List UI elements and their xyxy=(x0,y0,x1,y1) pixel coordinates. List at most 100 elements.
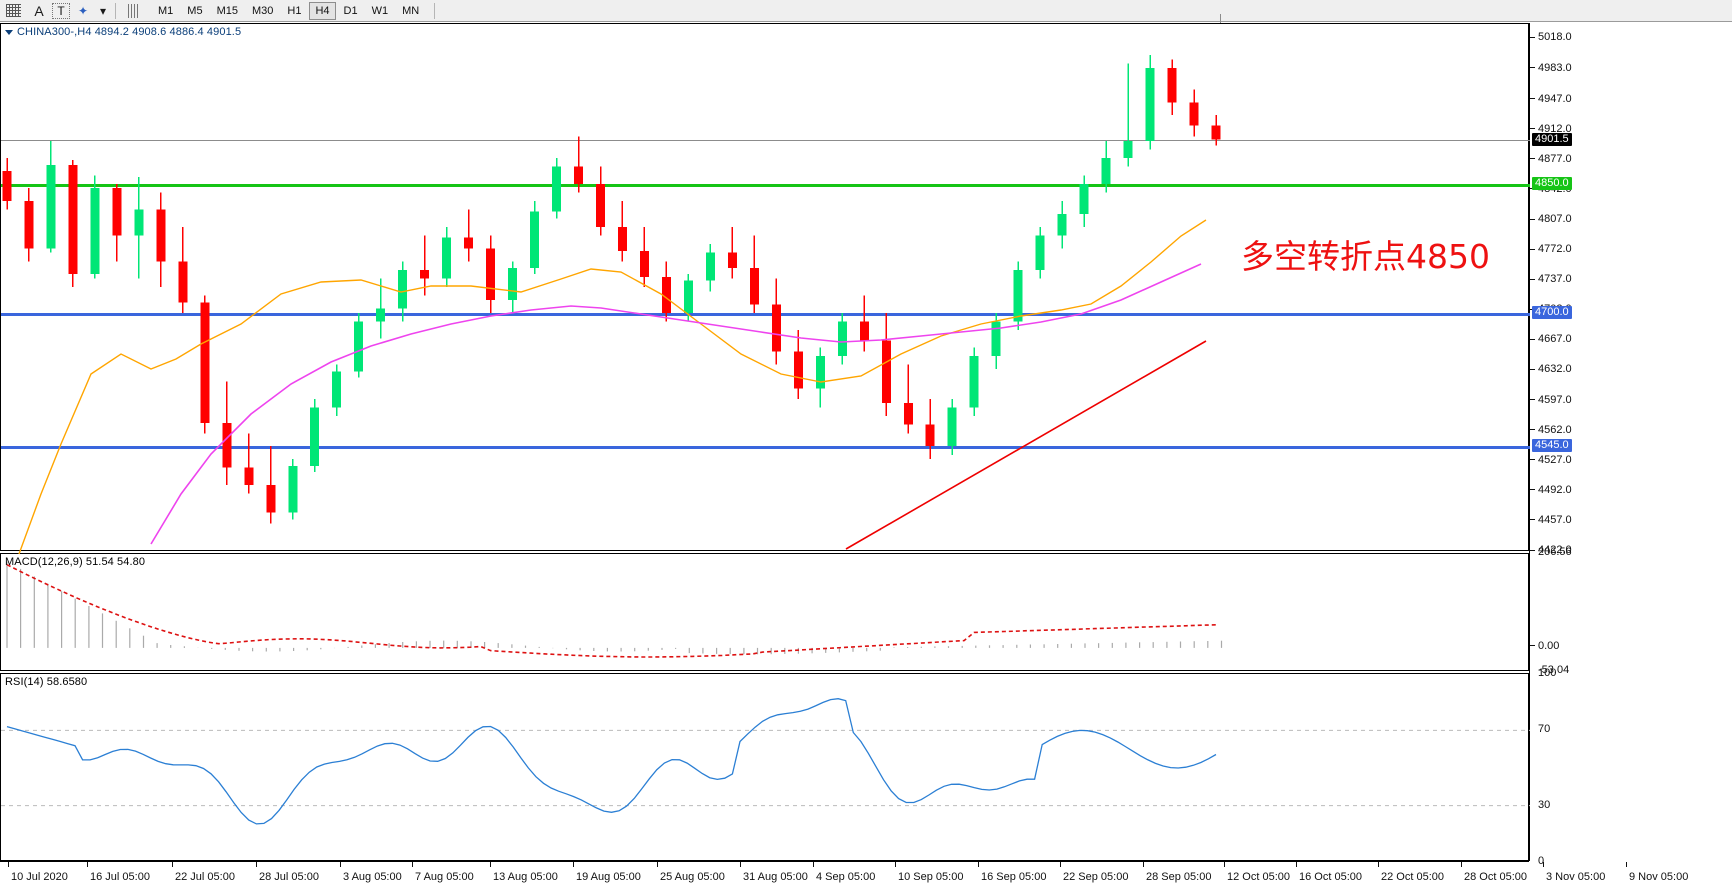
timeframe-button-mn[interactable]: MN xyxy=(402,4,420,17)
timeframe-button-m15[interactable]: M15 xyxy=(216,4,238,17)
candle-body xyxy=(837,321,847,356)
timeframe-button-w1[interactable]: W1 xyxy=(371,4,389,17)
candle-body xyxy=(771,304,781,352)
rsi-series-layer xyxy=(1,698,1530,825)
macd-tick-206.56: 206.56 xyxy=(1538,546,1572,558)
main-toolbar: A T ✦ ▾ M1 M5 M15 M30 H1 H4 D1 W1 MN xyxy=(0,0,1732,22)
candle-body xyxy=(705,252,715,281)
text-tool-icon[interactable]: A xyxy=(34,2,44,19)
macd-indicator-pane[interactable]: MACD(12,26,9) 51.54 54.80 xyxy=(0,553,1529,671)
time-label: 7 Aug 05:00 xyxy=(415,871,474,883)
level-line-4901.5[interactable] xyxy=(1,139,1530,141)
macd-label: MACD(12,26,9) 51.54 54.80 xyxy=(5,556,146,568)
candle-body xyxy=(464,237,474,249)
timeframe-button-h4[interactable]: H4 xyxy=(309,1,336,20)
time-label: 22 Jul 05:00 xyxy=(175,871,235,883)
timeframe-button-h1[interactable]: H1 xyxy=(287,4,302,17)
candle-body xyxy=(156,209,166,262)
objects-icon[interactable]: ✦ xyxy=(77,3,89,18)
time-label: 31 Aug 05:00 xyxy=(743,871,808,883)
candle-body xyxy=(266,484,276,513)
candle-body xyxy=(288,466,298,513)
time-label: 22 Sep 05:00 xyxy=(1063,871,1129,883)
candle-body xyxy=(134,209,144,236)
macd-series-layer xyxy=(6,561,1223,658)
level-line-4545[interactable] xyxy=(1,446,1530,450)
time-label: 16 Jul 05:00 xyxy=(90,871,150,883)
toolbar-divider xyxy=(115,2,116,19)
candle-body xyxy=(530,211,540,269)
price-tick-4632: 4632.0 xyxy=(1530,363,1572,375)
macd-tick--53.04: -53.04 xyxy=(1538,664,1570,676)
timeframe-button-m5[interactable]: M5 xyxy=(187,4,203,17)
candle-body xyxy=(639,251,649,277)
time-label: 4 Sep 05:00 xyxy=(816,871,876,883)
timeframe-button-m30[interactable]: M30 xyxy=(251,4,274,17)
candle-body xyxy=(222,423,232,468)
level-line-4700[interactable] xyxy=(1,312,1530,316)
candle-body xyxy=(661,276,671,313)
price-tag-4850-0: 4850.0 xyxy=(1532,176,1572,190)
candle-body xyxy=(969,355,979,408)
rsi-indicator-pane[interactable]: RSI(14) 58.6580 xyxy=(0,673,1530,861)
time-label: 19 Aug 05:00 xyxy=(576,871,641,883)
candle-body xyxy=(881,340,891,404)
candle-body xyxy=(508,268,518,301)
candle-body xyxy=(815,355,825,389)
candle-body xyxy=(46,165,56,249)
price-tick-4772: 4772.0 xyxy=(1530,243,1572,255)
grid-icon[interactable] xyxy=(0,1,26,21)
price-tag-4901-5: 4901.5 xyxy=(1532,132,1572,146)
rsi-tick-30: 30 xyxy=(1538,798,1551,811)
time-tick xyxy=(1060,862,1061,867)
price-tick-4983: 4983.0 xyxy=(1530,62,1572,74)
time-scale-axis[interactable]: 10 Jul 2020 16 Jul 05:00 22 Jul 05:00 28 Ju… xyxy=(0,861,1688,892)
candle-body xyxy=(1079,183,1089,215)
time-label: 9 Nov 05:00 xyxy=(1629,871,1689,883)
candle-body xyxy=(1123,140,1133,159)
chevron-down-icon[interactable]: ▾ xyxy=(99,3,107,18)
candle-body xyxy=(90,188,100,275)
rsi-line xyxy=(6,698,1217,825)
timeframe-button-d1[interactable]: D1 xyxy=(343,4,358,17)
candle-body xyxy=(1101,158,1111,184)
candle-body xyxy=(991,321,1001,356)
time-label: 12 Oct 05:00 xyxy=(1227,871,1290,883)
candle-body xyxy=(1035,235,1045,270)
time-tick xyxy=(1626,862,1627,867)
price-scale-axis[interactable]: 5018.04983.04947.04912.04877.04842.04807… xyxy=(1529,23,1732,867)
timeframe-button-group: M1 M5 M15 M30 H1 H4 D1 W1 MN xyxy=(151,1,426,20)
time-label: 16 Oct 05:00 xyxy=(1299,871,1362,883)
pivot-annotation: 多空转折点4850 xyxy=(1241,237,1490,276)
price-tick-4737: 4737.0 xyxy=(1530,273,1572,285)
text-label-tool-icon[interactable]: T xyxy=(52,2,70,19)
timeframe-button-m1[interactable]: M1 xyxy=(158,4,174,17)
candle-body xyxy=(727,252,737,269)
time-label: 28 Oct 05:00 xyxy=(1464,871,1527,883)
bars-icon[interactable] xyxy=(121,1,147,21)
collapse-triangle-icon[interactable] xyxy=(5,29,13,35)
time-tick xyxy=(340,862,341,867)
price-tick-5018: 5018.0 xyxy=(1530,31,1572,43)
candle-body xyxy=(24,201,34,249)
candle-body xyxy=(376,308,386,322)
level-line-4850[interactable] xyxy=(1,183,1530,187)
price-chart-pane[interactable]: CHINA300-,H4 4894.2 4908.6 4886.4 4901.5… xyxy=(0,23,1530,555)
time-tick xyxy=(1543,862,1544,867)
price-tick-4562: 4562.0 xyxy=(1530,424,1572,436)
candle-body xyxy=(332,371,342,408)
price-series-layer xyxy=(2,54,1221,555)
time-tick xyxy=(978,862,979,867)
candle-body xyxy=(552,166,562,212)
candlestick-group xyxy=(2,54,1221,524)
rsi-tick-70: 70 xyxy=(1538,723,1551,736)
candle-body xyxy=(68,165,78,275)
rsi-label: RSI(14) 58.6580 xyxy=(5,676,88,688)
time-label: 22 Oct 05:00 xyxy=(1381,871,1444,883)
price-tick-4597: 4597.0 xyxy=(1530,394,1572,406)
price-tick-4877: 4877.0 xyxy=(1530,153,1572,165)
price-tag-4700-0: 4700.0 xyxy=(1532,305,1572,319)
candle-body xyxy=(1211,125,1221,140)
time-tick xyxy=(1461,862,1462,867)
